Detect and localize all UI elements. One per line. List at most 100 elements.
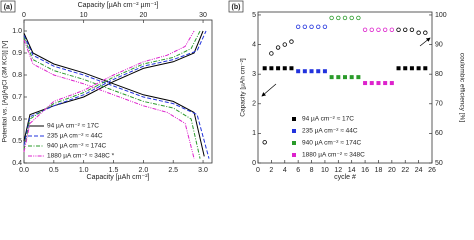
plot-frame: [23, 19, 213, 164]
legend-label: 235 µA cm⁻² ≈ 44C: [47, 133, 103, 140]
capacity-point: [383, 81, 388, 86]
x-tick-label: 3.0: [198, 167, 208, 174]
panel-label: (b): [232, 4, 241, 11]
arrow: [261, 83, 277, 97]
curve: [23, 30, 201, 150]
x-tick-label: 26: [428, 167, 436, 174]
x-tick-label: 10: [321, 167, 329, 174]
y2-axis-title: coulombic efficiency [%]: [458, 53, 465, 122]
capacity-point: [389, 81, 394, 86]
legend-label: 94 µA cm⁻² ≈ 17C: [302, 116, 354, 123]
capacity-point: [296, 69, 301, 74]
panel-label: (a): [4, 4, 13, 11]
x-tick-label: 22: [401, 167, 409, 174]
capacity-point: [356, 75, 361, 80]
x-axis-title: cycle #: [334, 174, 356, 181]
legend-label: 940 µA cm⁻² ≈ 174C: [302, 140, 361, 147]
y-tick-label: 0.9: [12, 50, 22, 57]
curve: [23, 30, 195, 153]
capacity-point: [369, 81, 374, 86]
efficiency-point: [282, 42, 287, 47]
legend-label: 235 µA cm⁻² ≈ 44C: [302, 128, 358, 135]
capacity-point: [423, 66, 428, 71]
panel-label-box: [0, 0, 16, 13]
capacity-point: [396, 66, 401, 71]
x-tick-label: 18: [375, 167, 383, 174]
capacity-point: [376, 81, 381, 86]
capacity-point: [316, 69, 321, 74]
x-tick-label: 4: [283, 167, 287, 174]
capacity-point: [262, 66, 267, 71]
x2-tick-label: 10: [80, 12, 88, 19]
y-tick-label: 0: [252, 160, 256, 167]
y-axis-title: Potential vs. [Ag|AgCl (3M KCl)] [V]: [2, 40, 9, 142]
x-tick-label: 0.5: [49, 167, 59, 174]
capacity-point: [269, 66, 274, 71]
x2-tick-label: 20: [139, 12, 147, 19]
figure: (a) (b) 0.0 0.5 1.0 1.5 2.0 2.5 3.0 0.4 0.5 0.6 0.…: [0, 0, 474, 182]
y2-tick-label: 100: [435, 12, 447, 19]
x-tick-label: 2.5: [168, 167, 178, 174]
capacity-point: [276, 66, 281, 71]
capacity-point: [409, 66, 414, 71]
curve: [23, 37, 201, 159]
x-tick-label: 24: [415, 167, 423, 174]
efficiency-point: [322, 24, 328, 30]
y-axis-title: Capacity [µAh cm⁻²]: [240, 58, 247, 117]
capacity-point: [309, 69, 314, 74]
x-tick-label: 2: [269, 167, 273, 174]
legend-marker: [292, 117, 296, 121]
x-tick-label: 2.0: [138, 167, 148, 174]
panel-label-box: [228, 0, 244, 13]
x-tick-label: 1.5: [109, 167, 119, 174]
y2-tick-label: 60: [435, 130, 443, 137]
x-tick-label: 8: [310, 167, 314, 174]
x2-axis-title: Capacity [µAh cm⁻² µm⁻¹]: [78, 2, 159, 9]
efficiency-point: [349, 15, 354, 21]
efficiency-point: [336, 15, 341, 21]
x-tick-label: 20: [388, 167, 396, 174]
x2-tick-label: 30: [199, 12, 207, 19]
x-tick-label: 16: [361, 167, 369, 174]
y2-tick-label: 70: [435, 101, 443, 108]
efficiency-point: [302, 24, 308, 30]
efficiency-point: [389, 27, 395, 32]
efficiency-point: [396, 27, 401, 32]
legend-marker: [292, 141, 296, 145]
efficiency-point: [342, 15, 348, 21]
y-tick-label: 0.6: [12, 116, 22, 123]
arrow: [419, 37, 431, 47]
efficiency-point: [403, 27, 408, 32]
efficiency-point: [362, 27, 368, 32]
legend-marker: [292, 129, 296, 133]
x-tick-label: 14: [348, 167, 356, 174]
efficiency-point: [289, 39, 294, 44]
efficiency-point: [409, 27, 415, 32]
efficiency-point: [369, 27, 374, 32]
legend-label: 94 µA cm⁻² ≈ 17C: [47, 123, 99, 130]
capacity-point: [336, 75, 341, 80]
x-tick-label: 0.0: [19, 167, 29, 174]
efficiency-point: [376, 27, 381, 32]
efficiency-point: [275, 45, 281, 50]
y-tick-label: 5: [252, 12, 256, 19]
background: [0, 0, 474, 182]
x-tick-label: 1.0: [79, 167, 89, 174]
efficiency-point: [329, 15, 334, 21]
y-tick-label: 0.5: [12, 138, 22, 145]
capacity-point: [322, 69, 327, 74]
y2-tick-label: 50: [435, 160, 443, 167]
efficiency-point: [316, 24, 321, 30]
legend-label: 1880 µA cm⁻² ≈ 348C: [302, 152, 365, 159]
y-tick-label: 0.8: [12, 72, 22, 79]
y-tick-label: 0.4: [12, 160, 22, 167]
x-tick-label: 0: [256, 167, 260, 174]
efficiency-point: [262, 140, 267, 145]
x-tick-label: 12: [334, 167, 342, 174]
efficiency-point: [295, 24, 301, 30]
capacity-point: [282, 66, 287, 71]
efficiency-point: [416, 30, 421, 35]
y-tick-label: 0.7: [12, 94, 22, 101]
capacity-point: [363, 81, 368, 86]
y-tick-label: 1.0: [12, 28, 22, 35]
